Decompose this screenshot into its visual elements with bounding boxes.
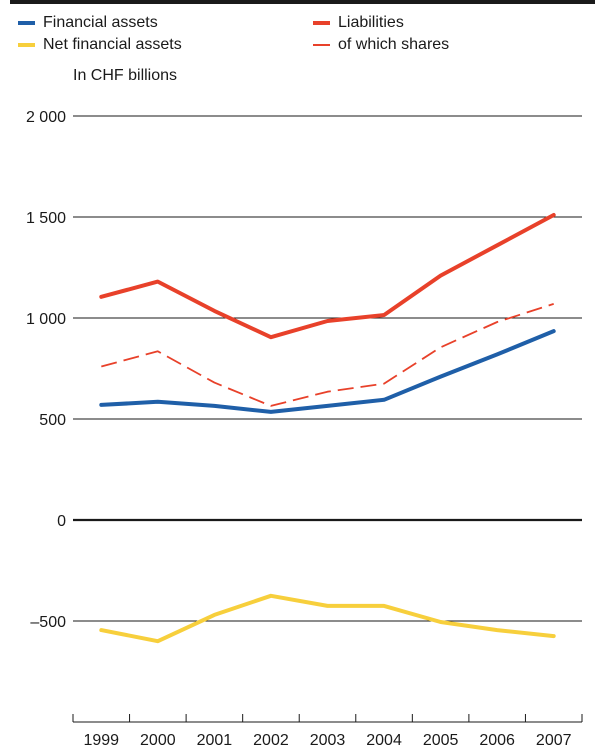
legend-item-financial-assets: Financial assets — [18, 14, 158, 32]
legend: Financial assets Net financial assets Li… — [18, 14, 578, 64]
legend-swatch-of-which-shares — [313, 44, 330, 46]
legend-swatch-financial-assets — [18, 21, 35, 25]
y-tick-label: 1 000 — [26, 311, 66, 328]
unit-label: In CHF billions — [73, 67, 178, 84]
x-tick-label: 2001 — [197, 732, 233, 747]
y-tick-label: 1 500 — [26, 210, 66, 227]
x-tick-label: 2007 — [536, 732, 572, 747]
series-line-financial-assets — [99, 329, 556, 414]
x-tick-label: 2004 — [366, 732, 402, 747]
series-line-liabilities — [99, 213, 556, 340]
x-tick-label: 2000 — [140, 732, 176, 747]
legend-label-financial-assets: Financial assets — [43, 14, 158, 31]
x-tick-label: 2006 — [479, 732, 515, 747]
y-tick-label: 0 — [57, 513, 66, 530]
y-tick-label: 2 000 — [26, 109, 66, 126]
legend-swatch-liabilities — [313, 21, 330, 25]
legend-label-liabilities: Liabilities — [338, 14, 404, 31]
legend-item-net-financial-assets: Net financial assets — [18, 36, 182, 54]
top-rule — [10, 0, 595, 4]
x-tick-label: 1999 — [83, 732, 119, 747]
legend-label-net-financial-assets: Net financial assets — [43, 36, 182, 53]
legend-label-of-which-shares: of which shares — [338, 36, 450, 53]
x-tick-label: 2003 — [310, 732, 346, 747]
series-line-of-which-shares — [101, 303, 554, 407]
legend-swatch-net-financial-assets — [18, 43, 35, 47]
x-tick-label: 2002 — [253, 732, 289, 747]
legend-item-of-which-shares: of which shares — [313, 36, 449, 54]
y-tick-label: 500 — [39, 412, 66, 429]
x-tick-label: 2005 — [423, 732, 459, 747]
y-tick-label: –500 — [30, 614, 66, 631]
series-line-net-financial-assets — [99, 593, 556, 644]
legend-item-liabilities: Liabilities — [313, 14, 404, 32]
